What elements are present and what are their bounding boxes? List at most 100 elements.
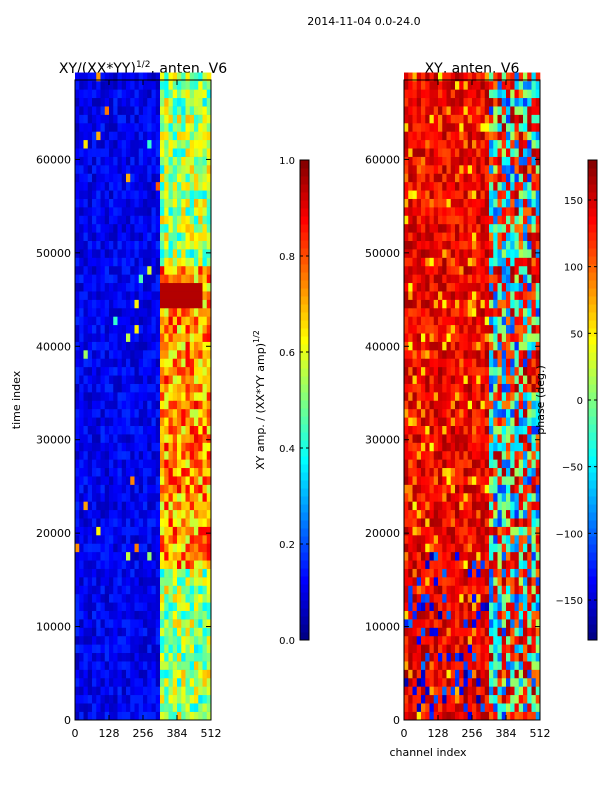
phase-heatmap-cell: [455, 366, 460, 376]
phase-heatmap-cell: [463, 215, 469, 225]
amp-heatmap-cell: [198, 358, 203, 368]
phase-heatmap-cell: [514, 677, 520, 687]
amp-heatmap-cell: [117, 442, 123, 452]
amp-heatmap-cell: [138, 299, 144, 309]
phase-heatmap-cell: [425, 333, 430, 342]
amp-heatmap-cell: [177, 131, 182, 141]
phase-heatmap-cell: [497, 669, 503, 679]
amp-heatmap-cell: [83, 307, 89, 317]
amp-heatmap-cell: [130, 299, 135, 309]
phase-heatmap-cell: [442, 509, 447, 519]
phase-heatmap-cell: [476, 307, 481, 317]
amp-heatmap-cell: [104, 198, 110, 208]
amp-heatmap-cell: [79, 299, 84, 309]
phase-heatmap-cell: [463, 669, 469, 679]
amp-heatmap-cell: [181, 383, 186, 393]
phase-heatmap-cell: [497, 165, 503, 174]
amp-heatmap-cell: [143, 307, 148, 317]
phase-heatmap: [403, 72, 541, 721]
amp-heatmap-cell: [194, 324, 199, 334]
amp-heatmap-cell: [92, 484, 97, 494]
phase-heatmap-cell: [455, 450, 460, 460]
amp-heatmap-cell: [92, 434, 97, 443]
phase-heatmap-cell: [501, 274, 507, 284]
amp-heatmap-cell: [185, 492, 191, 502]
phase-heatmap-cell: [421, 619, 426, 628]
amp-heatmap-cell: [185, 122, 191, 132]
amp-heatmap-cell: [160, 148, 165, 157]
amp-heatmap-cell: [202, 602, 208, 611]
phase-heatmap-cell: [484, 89, 490, 99]
amp-colorbar-segment: [300, 480, 309, 489]
amp-heatmap-cell: [92, 265, 97, 275]
phase-heatmap-cell: [501, 442, 507, 452]
amp-heatmap-cell: [177, 467, 182, 477]
amp-heatmap-cell: [185, 518, 191, 527]
phase-heatmap-cell: [450, 459, 456, 469]
amp-heatmap-cell: [96, 350, 101, 359]
phase-heatmap-cell: [455, 568, 460, 578]
amp-heatmap-cell: [75, 223, 80, 233]
amp-heatmap-cell: [160, 568, 165, 578]
phase-heatmap-cell: [476, 492, 481, 502]
amp-heatmap-cell: [155, 80, 161, 90]
amp-heatmap-cell: [100, 114, 106, 124]
amp-heatmap-cell: [155, 307, 161, 317]
phase-heatmap-cell: [455, 291, 460, 300]
phase-heatmap-cell: [480, 551, 486, 561]
phase-heatmap-cell: [425, 316, 430, 326]
amp-heatmap-cell: [143, 106, 148, 115]
phase-heatmap-cell: [506, 526, 511, 536]
amp-heatmap-cell: [96, 291, 101, 300]
amp-heatmap-cell: [168, 434, 174, 443]
amp-heatmap-cell: [126, 408, 131, 418]
phase-heatmap-cell: [535, 434, 541, 443]
amp-heatmap-cell: [83, 543, 89, 553]
phase-heatmap-cell: [408, 669, 413, 679]
amp-heatmap-cell: [96, 198, 101, 208]
amp-heatmap-cell: [87, 518, 93, 527]
amp-heatmap-cell: [83, 518, 89, 527]
amp-heatmap-cell: [75, 392, 80, 401]
phase-heatmap-cell: [535, 669, 541, 679]
amp-heatmap-cell: [75, 307, 80, 317]
amp-heatmap-cell: [164, 543, 169, 553]
amp-heatmap-cell: [160, 535, 165, 544]
phase-heatmap-cell: [421, 383, 426, 393]
amp-heatmap-cell: [194, 265, 199, 275]
phase-heatmap-cell: [459, 215, 464, 225]
phase-heatmap-cell: [480, 593, 486, 603]
phase-heatmap-cell: [416, 366, 422, 376]
phase-heatmap-cell: [412, 585, 418, 595]
phase-heatmap-cell: [455, 265, 460, 275]
amp-heatmap-cell: [117, 299, 123, 309]
phase-heatmap-cell: [535, 492, 541, 502]
phase-heatmap-cell: [489, 375, 494, 384]
amp-heatmap-cell: [194, 299, 199, 309]
amp-heatmap-cell: [198, 425, 203, 435]
amp-heatmap-cell: [79, 711, 84, 721]
amp-heatmap-cell: [155, 400, 161, 410]
amp-heatmap-cell: [164, 173, 169, 183]
phase-heatmap-cell: [510, 661, 515, 670]
phase-heatmap-cell: [510, 560, 515, 569]
amp-heatmap-cell: [96, 627, 101, 637]
phase-heatmap-cell: [476, 652, 481, 662]
amp-colorbar-segment: [300, 200, 309, 209]
phase-heatmap-cell: [459, 543, 464, 553]
phase-heatmap-cell: [455, 543, 460, 553]
phase-heatmap-cell: [472, 223, 477, 233]
amp-heatmap-cell: [206, 459, 212, 469]
phase-heatmap-cell: [408, 518, 413, 527]
phase-heatmap-cell: [489, 602, 494, 611]
amp-heatmap-cell: [168, 341, 174, 351]
amp-heatmap-cell: [185, 324, 191, 334]
amp-heatmap-cell: [160, 375, 165, 384]
amp-heatmap-cell: [138, 265, 144, 275]
amp-heatmap-cell: [164, 635, 169, 645]
phase-heatmap-cell: [421, 190, 426, 199]
phase-heatmap-cell: [450, 232, 456, 242]
amp-heatmap-cell: [198, 341, 203, 351]
phase-heatmap-cell: [446, 509, 452, 519]
phase-heatmap-cell: [408, 543, 413, 553]
